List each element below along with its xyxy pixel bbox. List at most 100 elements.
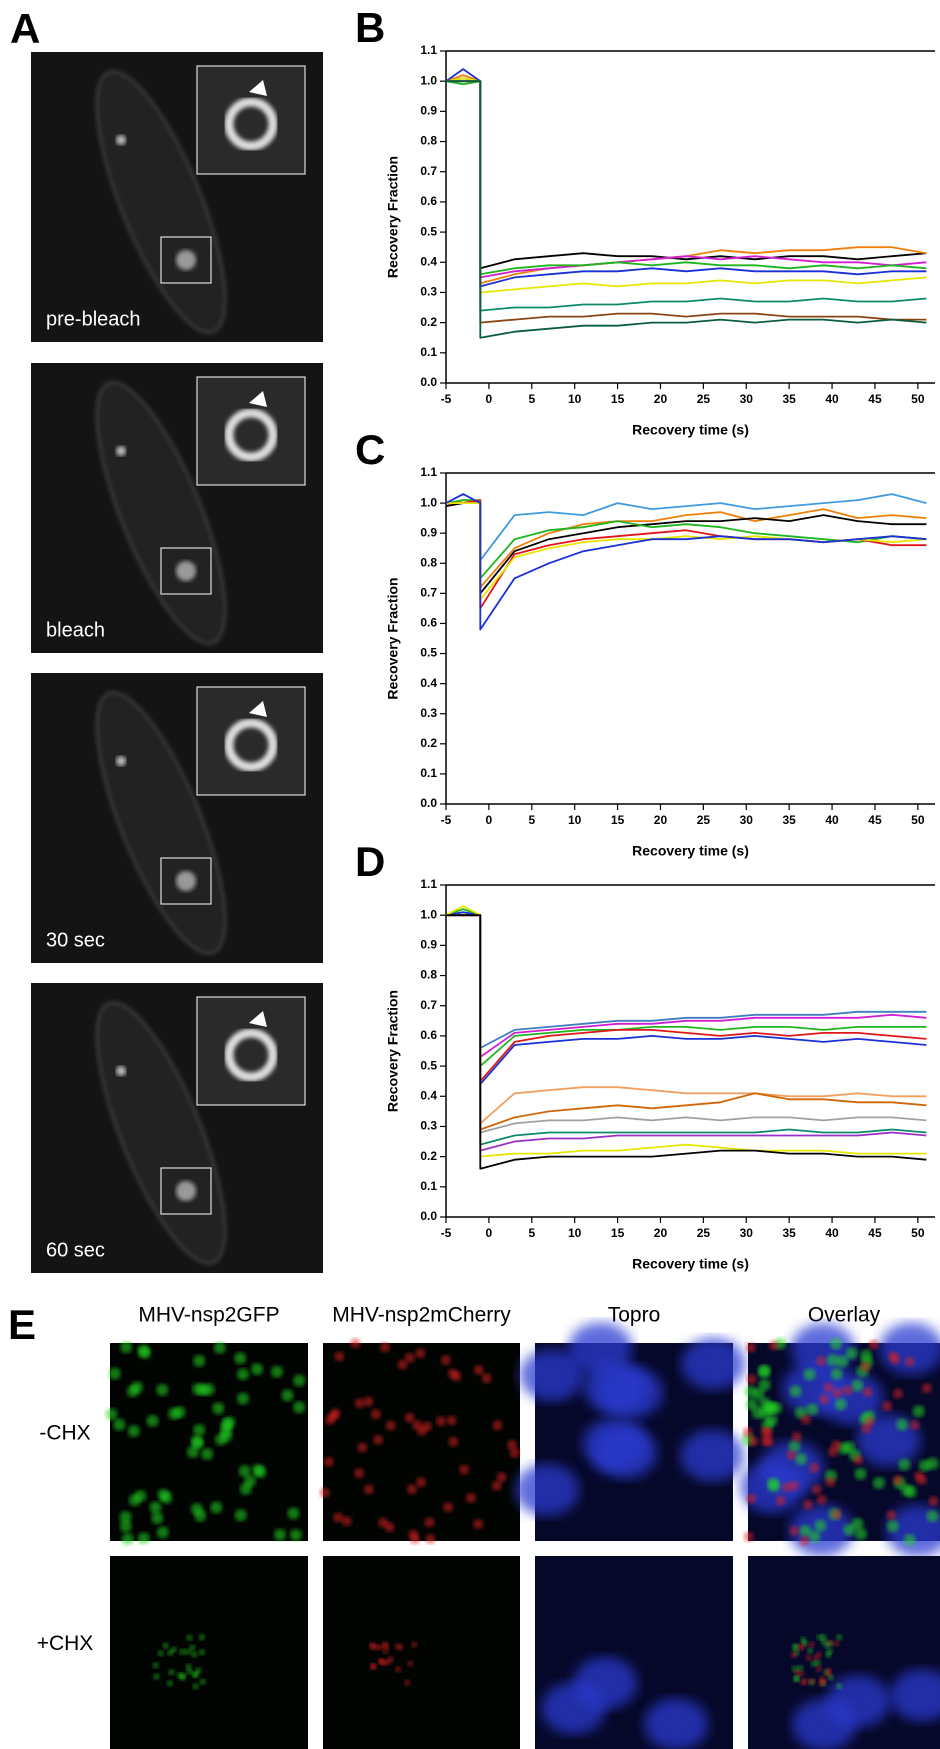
signal [151,1512,164,1525]
y-tick-label: 0.1 [420,1179,437,1193]
signal [251,1363,264,1376]
signal [790,1652,797,1659]
signal [416,1425,427,1436]
x-tick-label: 45 [868,1226,882,1240]
signal [809,1462,820,1473]
signal [293,1401,306,1414]
signal [921,1383,932,1394]
inset-structure [224,1028,278,1082]
signal [854,1467,867,1480]
image-label: 30 sec [46,929,105,951]
signal [186,1668,193,1675]
y-tick-label: 0.5 [420,1058,437,1072]
x-tick-label: 20 [654,1226,668,1240]
organelle [176,1181,196,1201]
signal [410,1534,420,1545]
image-label: bleach [46,619,105,641]
x-tick-label: 25 [697,813,711,827]
signal [385,1420,396,1431]
data-line [445,77,927,270]
signal [213,1341,226,1354]
signal [904,1485,917,1498]
signal [767,1477,780,1490]
x-tick-label: 30 [740,813,754,827]
nucleus [680,1429,745,1482]
signal [768,1340,779,1351]
signal [752,1387,765,1400]
y-tick-label: 0.3 [420,1119,437,1133]
organelle [116,135,126,145]
signal [808,1530,821,1543]
signal [341,1516,352,1526]
inset-structure [224,408,278,462]
organelle [176,250,196,270]
signal [425,1534,436,1544]
panel-letter: C [355,426,385,473]
signal [757,1365,770,1378]
signal [798,1670,804,1677]
signal [234,1352,247,1365]
signal [855,1528,867,1540]
signal [507,1439,517,1450]
signal [760,1426,771,1437]
y-axis-title: Recovery Fraction [385,577,401,699]
data-line [445,905,927,1158]
signal [842,1385,853,1396]
x-tick-label: 50 [911,813,925,827]
signal [187,1446,199,1458]
signal [137,1532,150,1545]
signal [882,1401,893,1412]
signal [395,1666,402,1673]
signal [369,1642,376,1649]
nucleus [890,1669,940,1722]
data-line [446,914,927,1125]
signal [481,1373,492,1384]
nucleus [681,1337,746,1390]
signal [791,1431,802,1442]
data-line [445,80,927,276]
signal [197,1383,210,1396]
signal [373,1434,384,1445]
nucleus [782,1362,847,1415]
nucleus [886,1504,940,1557]
signal [380,1342,390,1353]
data-line [446,914,927,1083]
signal [830,1337,842,1350]
inset [196,376,306,486]
x-tick-label: 30 [740,1226,754,1240]
signal [788,1440,801,1453]
inset [196,996,306,1106]
signal [244,1475,256,1488]
signal [156,1383,169,1396]
signal [436,1416,446,1427]
y-tick-label: 0.6 [420,1028,437,1042]
cell-outline [95,70,227,334]
y-tick-label: 1.0 [420,907,437,921]
micrograph [105,1341,308,1546]
x-axis-title: Recovery time (s) [632,422,749,438]
arrowhead [249,701,267,717]
x-tick-label: 10 [568,392,582,406]
signal [816,1634,823,1641]
signal [820,1678,827,1685]
signal [198,1634,205,1641]
signal [826,1639,833,1646]
signal [459,1464,470,1475]
signal [156,1526,169,1539]
signal [293,1374,306,1387]
panel-letter: D [355,838,385,885]
signal [443,1502,454,1513]
nucleus [593,1426,658,1479]
x-tick-label: 15 [611,392,625,406]
image-background [323,1343,520,1541]
data-line [446,80,927,339]
signal [808,1641,815,1648]
micrograph [319,1338,520,1545]
signal [152,1662,159,1669]
x-tick-label: 40 [825,1226,839,1240]
signal [289,1529,302,1541]
x-tick-label: 50 [911,392,925,406]
y-tick-label: 0.4 [420,1088,437,1102]
signal [137,1344,150,1357]
